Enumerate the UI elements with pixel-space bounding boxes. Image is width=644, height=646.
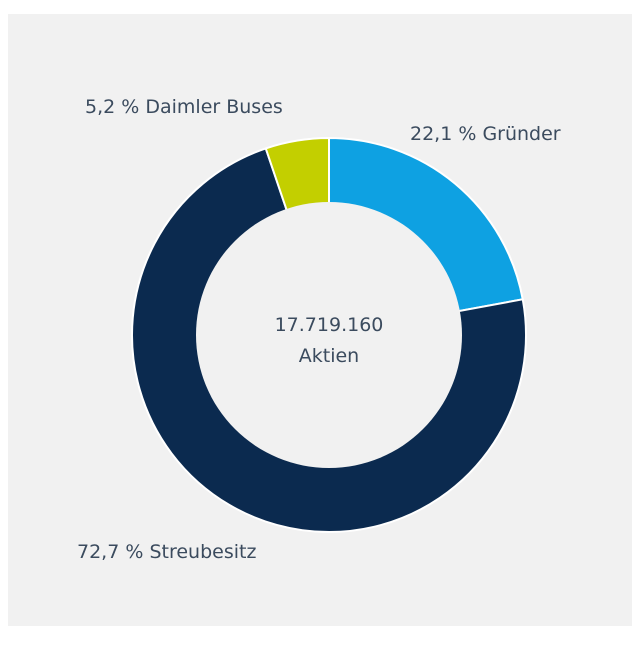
center-total-shares: 17.719.160: [275, 314, 384, 336]
slice-label-daimler-buses: 5,2 % Daimler Buses: [85, 96, 283, 118]
center-total-label: Aktien: [299, 345, 359, 367]
slice-label-streubesitz: 72,7 % Streubesitz: [77, 541, 256, 563]
donut-hole: [196, 202, 462, 468]
slice-label-gruender: 22,1 % Gründer: [410, 123, 561, 145]
